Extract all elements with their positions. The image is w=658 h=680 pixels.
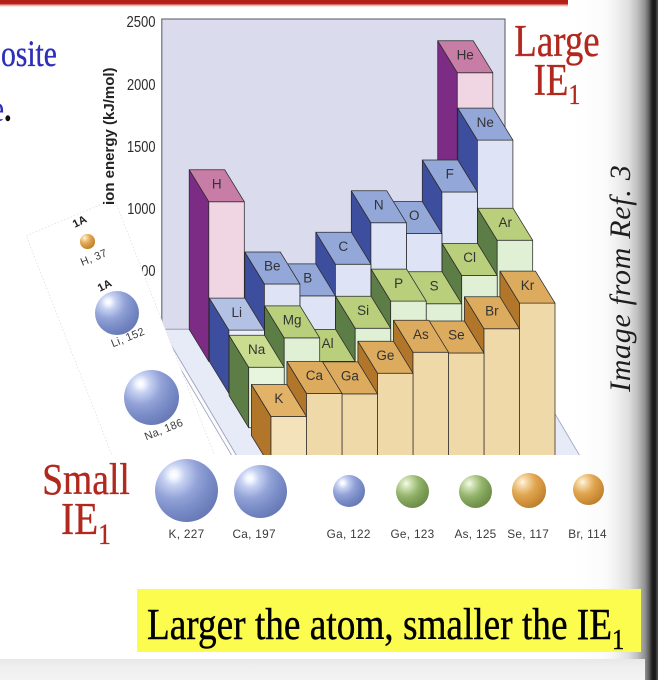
svg-text:Ge: Ge xyxy=(376,348,394,363)
svg-text:H: H xyxy=(212,176,222,191)
svg-text:2000: 2000 xyxy=(127,77,156,94)
svg-text:Be: Be xyxy=(264,259,281,274)
svg-text:Ga: Ga xyxy=(341,369,360,384)
svg-text:O: O xyxy=(409,208,420,223)
svg-text:Mg: Mg xyxy=(283,313,302,328)
svg-text:Na: Na xyxy=(248,342,266,357)
svg-text:K: K xyxy=(274,391,283,406)
svg-text:1500: 1500 xyxy=(127,139,156,156)
svg-text:Kr: Kr xyxy=(521,278,535,293)
svg-text:2500: 2500 xyxy=(127,14,156,31)
svg-text:S: S xyxy=(430,279,439,294)
svg-text:As: As xyxy=(413,327,429,342)
svg-text:1000: 1000 xyxy=(127,201,155,218)
svg-text:Cl: Cl xyxy=(463,250,476,265)
svg-text:Al: Al xyxy=(322,336,334,351)
svg-text:Ne: Ne xyxy=(477,115,494,130)
svg-text:P: P xyxy=(394,276,403,291)
svg-text:B: B xyxy=(303,271,312,286)
svg-text:Li: Li xyxy=(232,305,243,320)
svg-text:Br: Br xyxy=(485,304,499,319)
svg-text:Se: Se xyxy=(448,328,465,343)
svg-text:Ar: Ar xyxy=(498,215,512,230)
svg-text:He: He xyxy=(457,47,474,62)
svg-text:Ca: Ca xyxy=(306,368,324,383)
svg-text:C: C xyxy=(338,239,348,254)
svg-text:Si: Si xyxy=(357,303,369,318)
svg-text:N: N xyxy=(374,198,384,213)
svg-text:F: F xyxy=(446,167,454,182)
